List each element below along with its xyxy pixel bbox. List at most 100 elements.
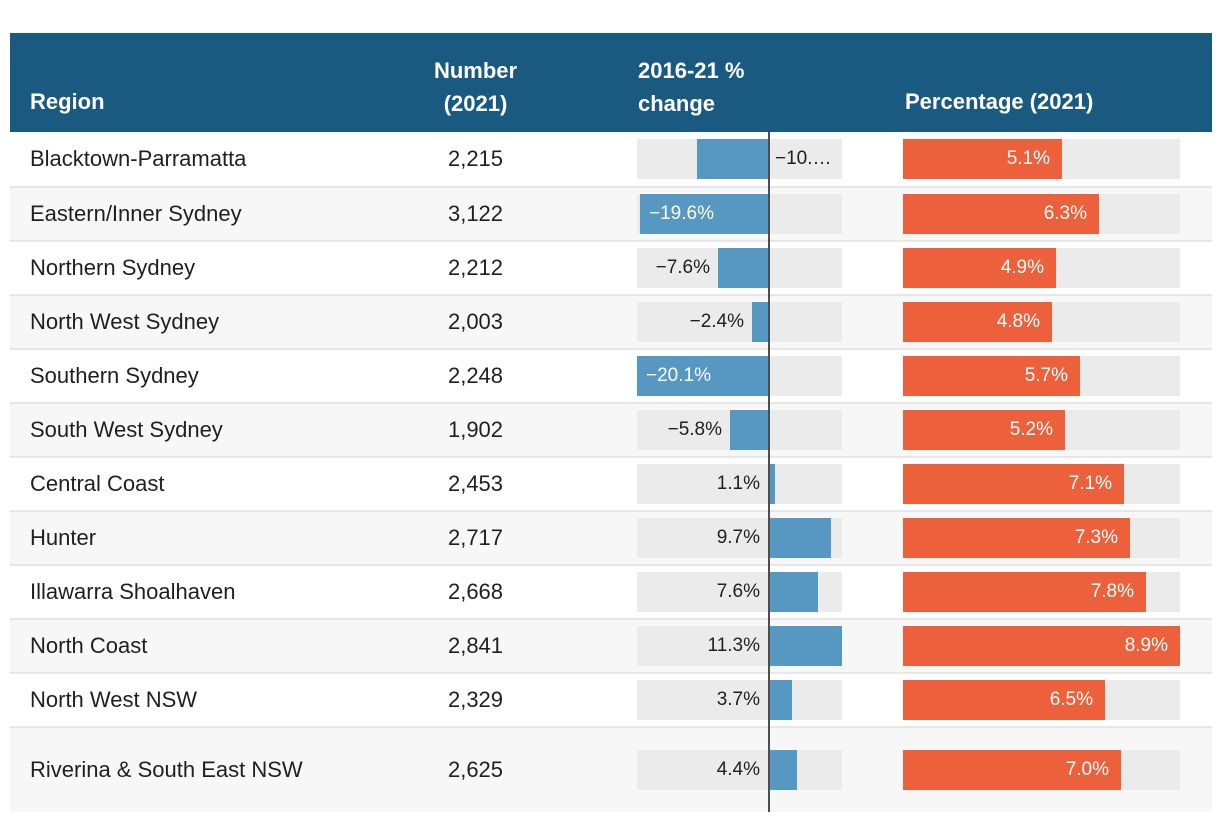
region-cell: Northern Sydney xyxy=(30,255,196,280)
change-cell: −20.1% xyxy=(631,350,858,402)
percentage-bar-track: 7.1% xyxy=(903,464,1180,504)
percentage-bar xyxy=(903,356,1080,396)
percentage-bar-label: 5.1% xyxy=(1006,148,1050,169)
region-cell: Hunter xyxy=(30,525,97,550)
percentage-bar-track: 7.8% xyxy=(903,572,1180,612)
percentage-bar-label: 8.9% xyxy=(1124,635,1168,656)
change-bar xyxy=(768,626,842,666)
change-cell: 11.3% xyxy=(631,620,858,672)
change-bar-track: −20.1% xyxy=(637,356,842,396)
table-row: Illawarra Shoalhaven 2,668 7.6% 7.8% xyxy=(10,564,1212,618)
change-bar xyxy=(768,572,818,612)
change-bar xyxy=(752,302,768,342)
region-cell: Riverina & South East NSW xyxy=(30,757,303,782)
percentage-bar xyxy=(903,139,1062,179)
percentage-bar-label: 5.7% xyxy=(1024,365,1068,386)
change-bar-label: −2.4% xyxy=(689,311,744,332)
change-bar-label: 11.3% xyxy=(707,635,760,656)
change-bar-track: −2.4% xyxy=(637,302,842,342)
percentage-cell: 7.0% xyxy=(858,728,1212,812)
column-header-region: Region xyxy=(30,89,105,114)
region-cell: Illawarra Shoalhaven xyxy=(30,579,236,604)
percentage-bar-track: 7.0% xyxy=(903,750,1180,790)
number-cell: 2,717 xyxy=(447,525,504,550)
change-cell: −19.6% xyxy=(631,188,858,240)
column-header-percentage-2021: Percentage (2021) xyxy=(905,89,1094,114)
change-bar-label: 7.6% xyxy=(716,581,760,602)
number-cell: 2,625 xyxy=(447,757,504,782)
change-bar xyxy=(730,410,768,450)
percentage-bar-track: 7.3% xyxy=(903,518,1180,558)
number-cell: 2,668 xyxy=(447,579,504,604)
change-bar-label: 3.7% xyxy=(716,689,760,710)
region-cell: South West Sydney xyxy=(30,417,223,442)
percentage-cell: 7.1% xyxy=(858,458,1212,510)
number-cell: 2,329 xyxy=(447,687,504,712)
percentage-bar-label: 7.8% xyxy=(1090,581,1134,602)
percentage-bar-label: 7.3% xyxy=(1074,527,1118,548)
percentage-bar-label: 7.0% xyxy=(1065,759,1109,780)
table-row: Northern Sydney 2,212 −7.6% 4.9% xyxy=(10,240,1212,294)
percentage-bar-track: 5.2% xyxy=(903,410,1180,450)
change-cell: 4.4% xyxy=(631,728,858,812)
percentage-bar-track: 4.8% xyxy=(903,302,1180,342)
change-bar-track: 1.1% xyxy=(637,464,842,504)
change-bar xyxy=(637,356,768,396)
change-bar-label: −7.6% xyxy=(655,257,710,278)
change-cell: −5.8% xyxy=(631,404,858,456)
percentage-bar xyxy=(903,248,1056,288)
change-bar-label: −10.… xyxy=(775,148,832,169)
percentage-bar-track: 6.3% xyxy=(903,194,1180,234)
table-row: Central Coast 2,453 1.1% 7.1% xyxy=(10,456,1212,510)
change-bar xyxy=(768,750,797,790)
table-header-row: Region Number (2021) 2016-21 % change Pe… xyxy=(10,33,1212,132)
percentage-bar-track: 5.1% xyxy=(903,139,1180,179)
percentage-bar-label: 4.8% xyxy=(996,311,1040,332)
column-header-number-2021: Number (2021) xyxy=(433,58,518,116)
percentage-cell: 4.9% xyxy=(858,242,1212,294)
number-cell: 1,902 xyxy=(447,417,504,442)
percentage-bar xyxy=(903,572,1146,612)
percentage-bar xyxy=(903,464,1124,504)
column-header-pct-change: 2016-21 % change xyxy=(638,58,745,116)
region-cell: Eastern/Inner Sydney xyxy=(30,201,242,226)
change-bar-track: −7.6% xyxy=(637,248,842,288)
change-bar-label: −5.8% xyxy=(667,419,722,440)
change-bar-track: 4.4% xyxy=(637,750,842,790)
percentage-cell: 6.5% xyxy=(858,674,1212,726)
percentage-cell: 7.3% xyxy=(858,512,1212,564)
number-cell: 3,122 xyxy=(447,201,504,226)
percentage-bar-track: 6.5% xyxy=(903,680,1180,720)
region-cell: Blacktown-Parramatta xyxy=(30,146,247,171)
table-row: Riverina & South East NSW 2,625 4.4% 7.0% xyxy=(10,726,1212,812)
change-bar-label: 9.7% xyxy=(716,527,760,548)
change-bar-track: 3.7% xyxy=(637,680,842,720)
change-bar xyxy=(718,248,768,288)
percentage-bar-label: 6.5% xyxy=(1049,689,1093,710)
percentage-cell: 6.3% xyxy=(858,188,1212,240)
number-cell: 2,841 xyxy=(447,633,504,658)
change-cell: 9.7% xyxy=(631,512,858,564)
percentage-bar xyxy=(903,518,1130,558)
percentage-cell: 5.2% xyxy=(858,404,1212,456)
percentage-bar-label: 5.2% xyxy=(1009,419,1053,440)
change-bar-track: 7.6% xyxy=(637,572,842,612)
change-bar xyxy=(768,518,831,558)
number-cell: 2,003 xyxy=(447,309,504,334)
change-bar xyxy=(768,464,775,504)
percentage-bar xyxy=(903,680,1105,720)
table-body: Blacktown-Parramatta 2,215 −10.… 5.1% Easter… xyxy=(10,132,1212,812)
region-cell: North West NSW xyxy=(30,687,198,712)
change-bar-track: −5.8% xyxy=(637,410,842,450)
change-cell: −10.… xyxy=(631,132,858,186)
number-cell: 2,215 xyxy=(447,146,504,171)
region-cell: North Coast xyxy=(30,633,148,658)
percentage-cell: 8.9% xyxy=(858,620,1212,672)
table-row: North West NSW 2,329 3.7% 6.5% xyxy=(10,672,1212,726)
table-row: Eastern/Inner Sydney 3,122 −19.6% 6.3% xyxy=(10,186,1212,240)
percentage-bar-label: 4.9% xyxy=(1000,257,1044,278)
change-bar xyxy=(640,194,768,234)
percentage-bar-track: 5.7% xyxy=(903,356,1180,396)
change-bar xyxy=(768,680,792,720)
percentage-cell: 5.7% xyxy=(858,350,1212,402)
